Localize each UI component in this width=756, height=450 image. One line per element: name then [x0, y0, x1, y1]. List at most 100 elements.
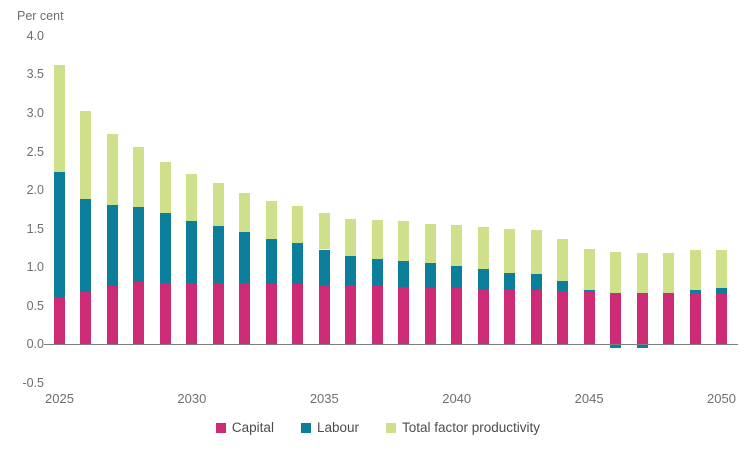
x-tick-label-2050: 2050 — [707, 391, 736, 406]
bar-segment-capital-2045 — [583, 291, 595, 345]
bar-segment-capital-2041 — [477, 289, 489, 345]
legend-swatch-icon — [215, 422, 226, 433]
bar-segment-labour-2027 — [106, 204, 118, 286]
bar-segment-total-2025 — [54, 65, 65, 172]
bar-segment-labour-2047 — [636, 345, 648, 349]
legend-swatch-icon — [386, 422, 396, 433]
bar-segment-total-2029 — [159, 162, 171, 214]
bar-segment-capital-2048 — [663, 292, 675, 345]
bar-segment-total-2034 — [292, 205, 304, 243]
bar-segment-total-2044 — [557, 239, 569, 282]
bar-segment-capital-2043 — [530, 290, 542, 345]
bar-segment-labour-2032 — [239, 231, 251, 284]
bar-segment-total-2030 — [186, 173, 198, 221]
bar-segment-labour-2034 — [292, 242, 304, 285]
bar-segment-total-2041 — [477, 227, 489, 269]
bar-segment-labour-2041 — [477, 268, 489, 290]
bar-segment-total-2035 — [318, 213, 330, 250]
bar-segment-labour-2026 — [80, 198, 92, 292]
legend-item-total-factor-productivity: Total factor productivity — [386, 420, 540, 435]
bar-segment-capital-2031 — [212, 283, 224, 345]
y-tick-label: 1.5 — [26, 221, 44, 236]
chart-legend: Capital Labour Total factor productivity — [0, 420, 756, 435]
bar-segment-capital-2044 — [557, 291, 569, 345]
bar-segment-labour-2038 — [398, 261, 410, 287]
bar-segment-total-2042 — [504, 229, 516, 273]
bar-segment-labour-2045 — [583, 289, 595, 292]
y-tick-label: 3.5 — [26, 67, 44, 82]
bar-segment-capital-2046 — [610, 292, 622, 345]
bar-segment-labour-2042 — [504, 272, 516, 291]
bar-segment-labour-2043 — [530, 274, 542, 291]
bar-segment-labour-2035 — [318, 249, 330, 285]
bar-segment-total-2039 — [424, 224, 436, 264]
y-tick-label: 1.0 — [26, 260, 44, 275]
bar-segment-capital-2030 — [186, 283, 198, 345]
bar-segment-total-2043 — [530, 230, 542, 275]
bar-segment-labour-2031 — [212, 225, 224, 284]
bar-segment-total-2038 — [398, 220, 410, 262]
bar-segment-capital-2042 — [504, 290, 516, 345]
bar-segment-labour-2037 — [371, 258, 383, 286]
bar-segment-capital-2028 — [133, 281, 145, 345]
x-tick-label-2030: 2030 — [177, 391, 207, 406]
bar-segment-capital-2040 — [451, 288, 463, 345]
bar-segment-total-2047 — [636, 252, 648, 293]
bar-segment-capital-2027 — [106, 285, 118, 345]
bar-segment-labour-2049 — [689, 290, 701, 293]
x-tick-label-2040: 2040 — [442, 391, 472, 406]
bar-segment-total-2031 — [212, 183, 224, 226]
bar-segment-capital-2047 — [636, 292, 648, 345]
bar-segment-total-2036 — [345, 219, 357, 256]
x-tick-label-2025: 2025 — [45, 391, 74, 406]
bar-segment-capital-2038 — [398, 286, 410, 345]
bar-segment-total-2026 — [80, 110, 92, 199]
y-tick-label: 3.0 — [26, 105, 44, 120]
bar-segment-capital-2034 — [292, 284, 304, 345]
bar-segment-total-2049 — [689, 249, 701, 291]
bar-segment-capital-2032 — [239, 283, 251, 345]
bar-segment-capital-2036 — [345, 285, 357, 345]
legend-item-labour: Labour — [300, 420, 359, 435]
y-tick-label: 4.0 — [26, 28, 44, 43]
bar-segment-capital-2029 — [159, 282, 171, 345]
bar-segment-labour-2039 — [424, 263, 436, 289]
x-axis-line — [44, 344, 738, 345]
bar-segment-capital-2025 — [54, 297, 65, 345]
bar-segment-labour-2025 — [54, 171, 65, 298]
bar-segment-total-2037 — [371, 220, 383, 259]
bar-segment-total-2050 — [716, 249, 727, 289]
bar-segment-labour-2040 — [451, 266, 463, 289]
y-tick-label: -0.5 — [22, 375, 44, 390]
legend-item-capital: Capital — [215, 420, 274, 435]
bar-segment-total-2040 — [451, 224, 463, 267]
legend-label: Labour — [316, 420, 359, 435]
bar-segment-labour-2044 — [557, 281, 569, 292]
bar-segment-total-2045 — [583, 248, 595, 290]
bar-segment-total-2033 — [265, 200, 277, 239]
bar-segment-total-2046 — [610, 251, 622, 293]
bar-segment-capital-2026 — [80, 291, 92, 345]
y-tick-label: 0.5 — [26, 298, 44, 313]
bar-segment-total-2028 — [133, 146, 145, 208]
bar-segment-capital-2039 — [424, 288, 436, 345]
bar-segment-labour-2036 — [345, 255, 357, 286]
bar-segment-capital-2050 — [716, 294, 727, 345]
bar-segment-capital-2049 — [689, 292, 701, 345]
y-tick-label: 0.0 — [26, 337, 44, 352]
bar-segment-total-2048 — [663, 252, 675, 293]
bar-segment-total-2032 — [239, 193, 251, 232]
bar-segment-capital-2035 — [318, 284, 330, 345]
bar-segment-capital-2037 — [371, 285, 383, 345]
bar-segment-labour-2046 — [610, 345, 622, 349]
legend-label: Capital — [231, 420, 274, 435]
y-tick-label: 2.5 — [26, 144, 44, 159]
legend-label: Total factor productivity — [402, 420, 541, 435]
bar-segment-total-2027 — [106, 133, 118, 205]
bar-segment-capital-2033 — [265, 284, 277, 345]
legend-swatch-icon — [300, 422, 311, 433]
x-tick-label-2045: 2045 — [574, 391, 604, 406]
y-axis-unit-label: Per cent — [17, 9, 64, 23]
x-tick-label-2035: 2035 — [309, 391, 339, 406]
